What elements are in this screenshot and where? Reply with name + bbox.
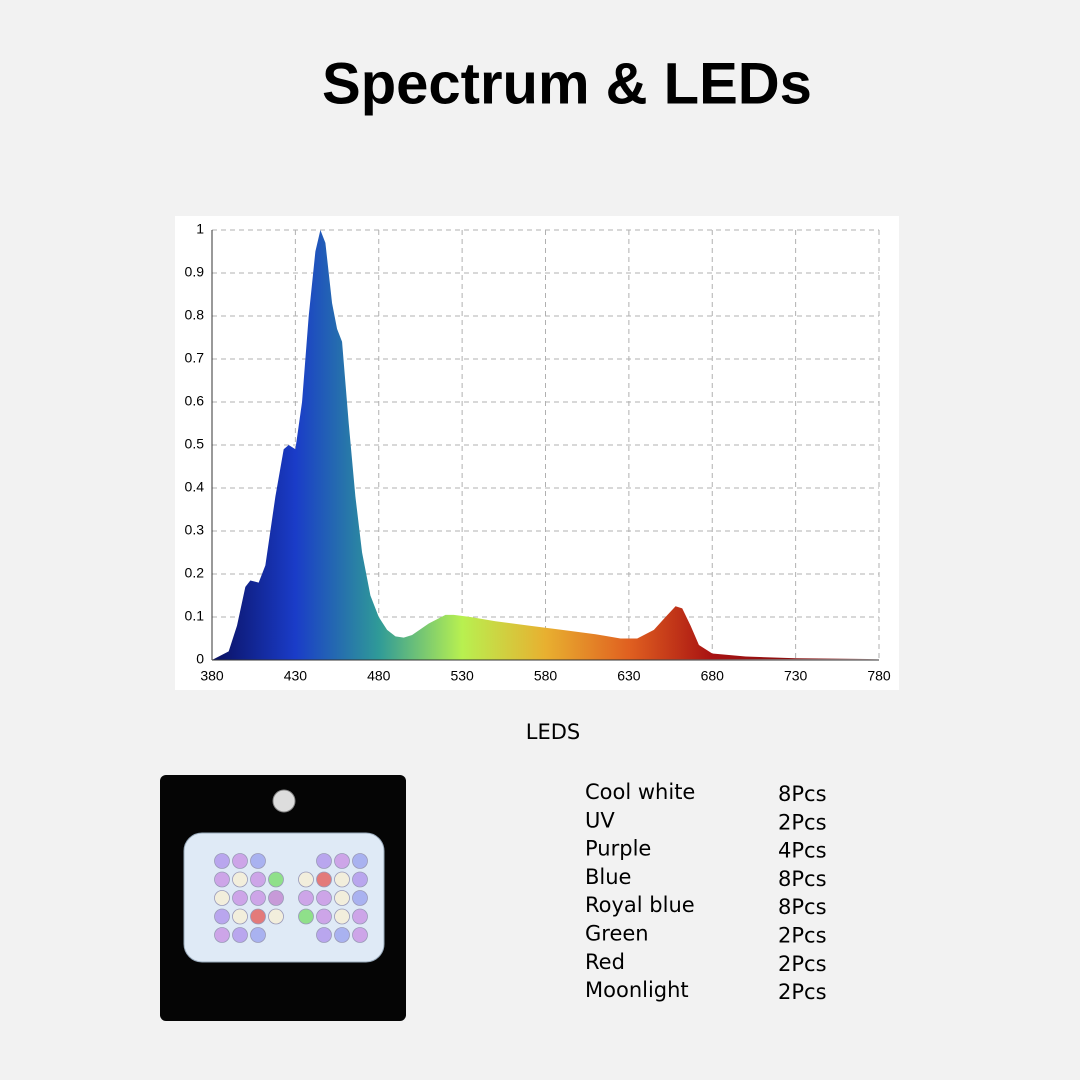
led-dot [232, 927, 248, 943]
x-tick-label: 780 [867, 668, 891, 684]
x-tick-label: 680 [701, 668, 725, 684]
led-dot [316, 890, 332, 906]
page-title: Spectrum & LEDs [322, 51, 812, 116]
led-dot [268, 871, 284, 888]
led-dot [250, 853, 266, 869]
x-tick-label: 530 [450, 668, 474, 684]
led-dot [214, 927, 230, 943]
led-name: Cool white [585, 780, 695, 804]
led-dot [250, 890, 266, 906]
y-tick-label: 0.6 [185, 393, 205, 409]
y-tick-label: 0.1 [185, 608, 205, 624]
y-tick-label: 0.4 [185, 479, 205, 495]
led-count: 2Pcs [778, 810, 827, 834]
led-name: Royal blue [585, 893, 695, 917]
led-dot [334, 908, 350, 925]
led-dot [352, 890, 368, 906]
led-dot [214, 871, 230, 888]
y-tick-label: 0 [196, 651, 204, 667]
x-tick-label: 730 [784, 668, 808, 684]
led-count: 8Pcs [778, 782, 827, 806]
led-dot [250, 927, 266, 943]
y-tick-label: 1 [196, 221, 204, 237]
led-dot [316, 908, 332, 925]
led-dot [352, 871, 368, 888]
led-dot [298, 871, 314, 888]
y-tick-label: 0.8 [185, 307, 205, 323]
led-dot [334, 890, 350, 906]
led-name: UV [585, 808, 615, 832]
led-count: 2Pcs [778, 952, 827, 976]
led-dot [250, 908, 266, 925]
led-name: Moonlight [585, 978, 689, 1002]
led-name: Green [585, 922, 649, 946]
led-count: 2Pcs [778, 924, 827, 948]
y-tick-label: 0.5 [185, 436, 205, 452]
x-tick-label: 480 [367, 668, 391, 684]
x-tick-label: 630 [617, 668, 641, 684]
led-dot [334, 853, 350, 869]
led-dot [232, 890, 248, 906]
led-dot [334, 927, 350, 943]
y-tick-label: 0.3 [185, 522, 205, 538]
led-name: Red [585, 950, 625, 974]
led-dot [316, 853, 332, 869]
led-dot [352, 927, 368, 943]
led-dot [232, 908, 248, 925]
led-count: 8Pcs [778, 895, 827, 919]
led-dot [316, 927, 332, 943]
sensor [272, 789, 296, 813]
x-tick-label: 430 [284, 668, 308, 684]
led-dot [334, 871, 350, 888]
y-tick-label: 0.2 [185, 565, 205, 581]
led-dot [298, 890, 314, 906]
led-name: Purple [585, 837, 651, 861]
y-tick-label: 0.7 [185, 350, 205, 366]
spectrum-area [212, 230, 879, 660]
led-dot [214, 853, 230, 869]
led-dot [250, 871, 266, 888]
led-dot [214, 908, 230, 925]
led-array [214, 853, 368, 943]
x-tick-label: 380 [200, 668, 224, 684]
led-dot [352, 908, 368, 925]
led-dot [232, 853, 248, 869]
led-dot [268, 908, 284, 925]
x-tick-label: 580 [534, 668, 558, 684]
led-dot [316, 871, 332, 888]
fixture-photo [160, 775, 406, 1021]
led-dot [298, 908, 314, 925]
led-name: Blue [585, 865, 631, 889]
chart: 0 0.1 0.2 0.3 0.4 0.5 0.6 0.7 0.8 0.9 1 380 430 480 53… [185, 221, 891, 684]
led-count: 8Pcs [778, 867, 827, 891]
led-count: 4Pcs [778, 839, 827, 863]
leds-heading: LEDS [526, 720, 580, 744]
led-dot [352, 853, 368, 869]
led-dot [268, 890, 284, 906]
led-dot [214, 890, 230, 906]
y-tick-label: 0.9 [185, 264, 205, 280]
led-count: 2Pcs [778, 980, 827, 1004]
led-dot [232, 871, 248, 888]
led-table: Cool white 8Pcs UV 2Pcs Purple 4Pcs Blue 8Pcs Ro… [585, 780, 827, 1004]
